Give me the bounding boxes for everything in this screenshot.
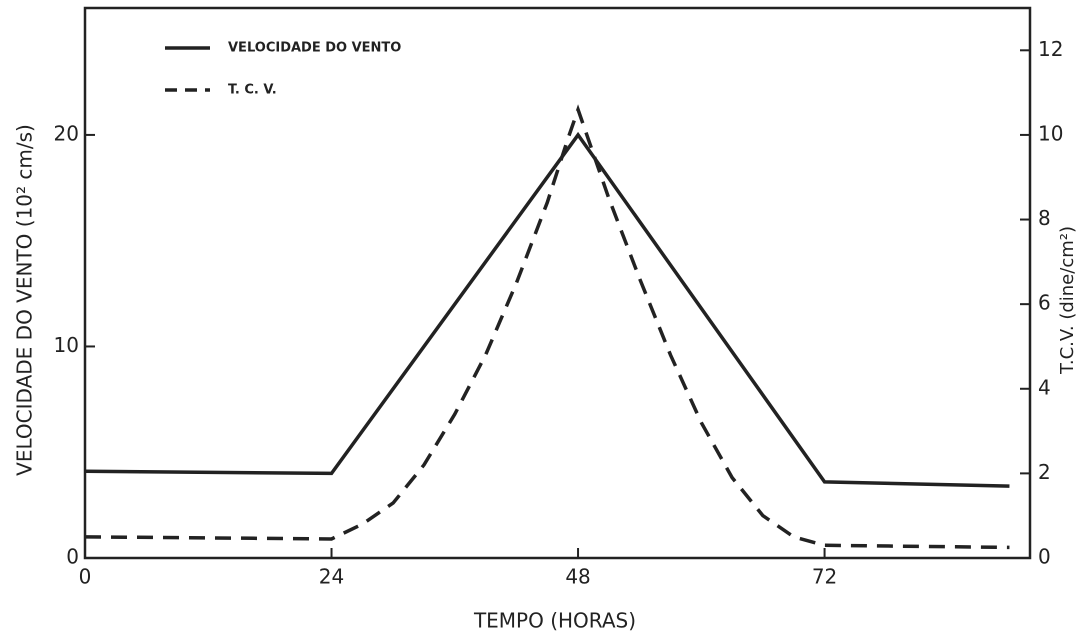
legend-label: T. C. V. [228, 83, 277, 98]
data-line [84, 104, 1010, 550]
data-line [84, 131, 1010, 488]
x-tick-label: 24 [319, 565, 344, 589]
x-axis-label: TEMPO (HORAS) [473, 609, 636, 633]
x-tick-label: 0 [79, 565, 92, 589]
y-tick-label: 20 [54, 121, 79, 145]
y2-tick-label: 8 [1038, 206, 1051, 230]
y-tick-label: 0 [66, 545, 79, 569]
x-tick-label: 72 [812, 565, 837, 589]
y-axis-label: VELOCIDADE DO VENTO (10² cm/s) [13, 124, 37, 476]
y2-tick-label: 0 [1038, 545, 1051, 569]
legend-label: VELOCIDADE DO VENTO [228, 41, 401, 56]
x-tick-label: 48 [565, 565, 590, 589]
y2-tick-label: 4 [1038, 375, 1051, 399]
y2-tick-label: 2 [1038, 460, 1051, 484]
y2-axis-label: T.C.V. (dine/cm²) [1057, 226, 1078, 375]
y2-tick-label: 12 [1038, 37, 1063, 61]
y2-tick-label: 10 [1038, 121, 1063, 145]
y-tick-label: 10 [54, 333, 79, 357]
y2-tick-label: 6 [1038, 291, 1051, 315]
plot-frame [83, 6, 1032, 560]
